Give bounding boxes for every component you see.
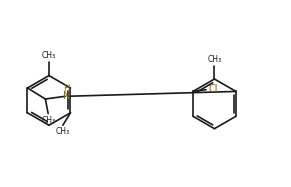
Text: N: N: [63, 91, 70, 101]
Text: CH₃: CH₃: [56, 127, 70, 136]
Text: Cl: Cl: [208, 84, 218, 94]
Text: CH₃: CH₃: [207, 55, 221, 64]
Text: H: H: [63, 84, 70, 93]
Text: CH₃: CH₃: [42, 116, 56, 125]
Text: CH₃: CH₃: [42, 51, 56, 60]
